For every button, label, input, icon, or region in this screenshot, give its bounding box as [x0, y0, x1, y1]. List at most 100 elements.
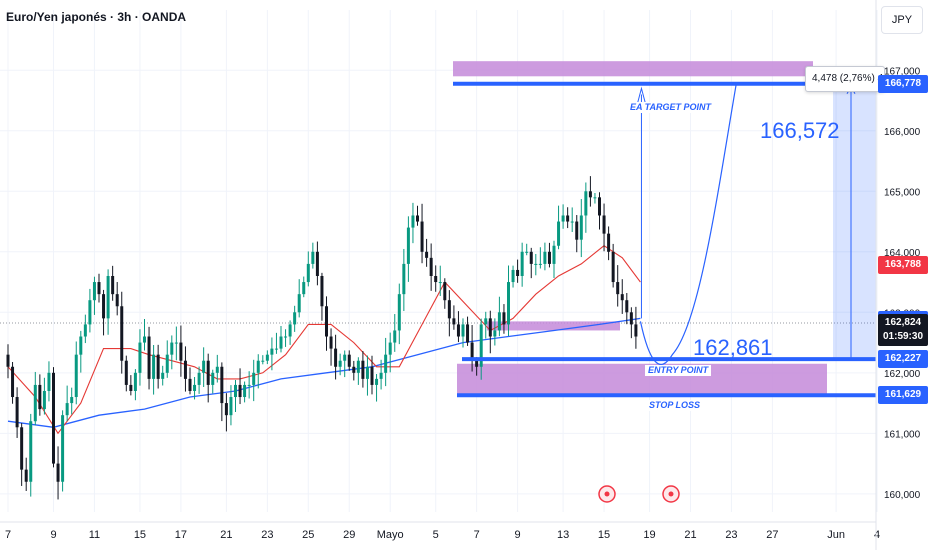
candle-body — [247, 384, 251, 386]
candle-body — [315, 251, 319, 276]
y-tick-label: 164,000 — [884, 248, 921, 259]
candle-body — [47, 372, 51, 391]
candle-body — [425, 251, 429, 258]
x-tick-label: 13 — [557, 529, 569, 541]
target-point-label: EA TARGET POINT — [627, 102, 714, 113]
event-markers[interactable] — [598, 485, 680, 503]
candle-body — [188, 378, 192, 391]
candle-body — [502, 312, 506, 325]
candle-body — [516, 269, 520, 276]
x-tick-label: 17 — [175, 529, 187, 541]
candle-body — [588, 191, 592, 198]
candle-body — [538, 263, 542, 265]
candle-body — [347, 354, 351, 367]
candle-body — [325, 306, 328, 337]
candle-body — [507, 282, 510, 325]
x-tick-label: 27 — [766, 529, 778, 541]
candle-body — [115, 294, 119, 307]
candle-body — [33, 384, 37, 422]
price-axis-tag: 163,788 — [878, 255, 928, 274]
ema-slow-line — [7, 317, 641, 428]
candle-body — [557, 221, 561, 246]
x-tick-label: 15 — [134, 529, 146, 541]
x-tick-label: Jun — [827, 529, 845, 541]
candle-body — [165, 354, 169, 373]
x-tick-label: 29 — [343, 529, 355, 541]
candle-body — [6, 354, 10, 367]
candle-body — [429, 257, 433, 276]
candle-body — [584, 191, 588, 216]
candle-body — [456, 324, 460, 337]
candle-body — [634, 324, 638, 337]
symbol-title[interactable]: Euro/Yen japonés · 3h · OANDA — [6, 10, 187, 24]
x-tick-label: 25 — [302, 529, 314, 541]
candle-body — [534, 263, 538, 265]
candles — [6, 176, 638, 500]
candle-body — [293, 312, 297, 325]
candle-body — [470, 342, 474, 361]
candle-body — [329, 336, 333, 349]
candle-body — [52, 372, 55, 464]
y-tick-label: 167,000 — [884, 66, 921, 77]
candle-body — [566, 215, 570, 222]
y-tick-label: 161,000 — [884, 429, 921, 440]
candle-body — [133, 372, 137, 391]
candle-body — [92, 282, 96, 301]
candle-body — [24, 469, 28, 482]
x-tick-label: 23 — [725, 529, 737, 541]
candle-body — [397, 294, 401, 331]
x-tick-label: 11 — [89, 529, 100, 541]
entry-zone — [487, 321, 620, 331]
entry-point-label: ENTRY POINT — [645, 365, 712, 376]
candle-body — [29, 421, 33, 482]
candle-body — [447, 300, 451, 319]
candle-body — [561, 215, 565, 222]
candle-body — [193, 384, 197, 391]
candle-body — [234, 384, 237, 398]
price-axis-tag: 166,778 — [878, 74, 928, 93]
entry-value-label: 162,861 — [693, 335, 773, 360]
x-tick-label: 9 — [50, 529, 56, 541]
price-axis-tag: 161,629 — [878, 386, 928, 405]
candle-body — [452, 318, 456, 325]
candle-body — [434, 276, 438, 283]
candle-body — [152, 354, 156, 379]
x-tick-label: 5 — [433, 529, 439, 541]
candle-body — [361, 360, 365, 379]
target-zone — [453, 61, 813, 77]
candle-body — [56, 463, 60, 482]
candle-body — [443, 282, 447, 301]
candle-body — [552, 245, 556, 264]
candle-body — [602, 215, 606, 234]
candle-body — [579, 215, 583, 240]
candle-body — [111, 276, 115, 295]
measure-band — [833, 83, 876, 360]
candle-body — [320, 276, 324, 307]
candle-body — [388, 342, 392, 355]
candle-body — [147, 336, 151, 379]
candle-body — [279, 336, 283, 349]
candle-body — [607, 233, 611, 252]
candle-body — [629, 312, 633, 325]
candle-body — [466, 324, 470, 343]
candle-body — [197, 372, 201, 385]
currency-button[interactable]: JPY — [881, 6, 923, 34]
candle-body — [575, 221, 579, 240]
candle-body — [547, 251, 551, 264]
candle-body — [11, 366, 15, 398]
x-tick-label: 21 — [684, 529, 696, 541]
candle-body — [302, 282, 306, 295]
candle-body — [243, 384, 247, 398]
candle-body — [334, 348, 338, 367]
candle-body — [229, 397, 233, 416]
candle-body — [365, 366, 369, 379]
candle-body — [129, 384, 133, 391]
candle-body — [156, 354, 160, 379]
target-value-label: 166,572 — [760, 118, 840, 143]
candle-body — [143, 336, 146, 343]
event-marker-dot — [604, 491, 610, 497]
candle-body — [224, 403, 228, 416]
stop-zone — [457, 363, 827, 394]
candle-body — [274, 348, 278, 350]
